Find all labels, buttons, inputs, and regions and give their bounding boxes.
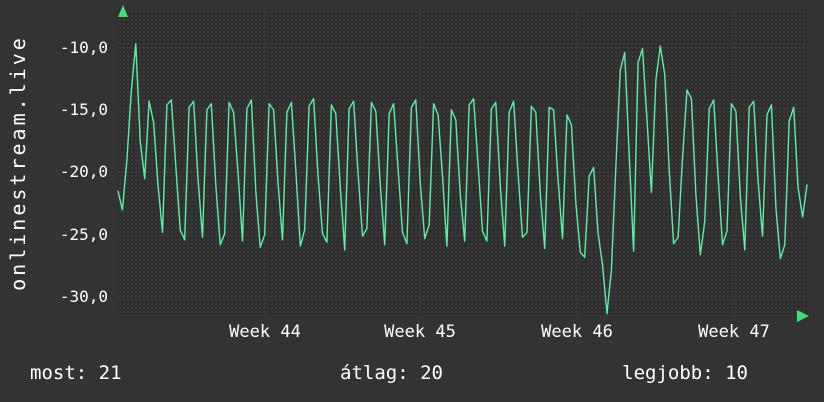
service-name-label: onlinestream.live [6, 35, 30, 291]
x-axis-tick-label: Week 45 [384, 322, 456, 342]
plot-area [117, 5, 809, 322]
y-axis-tick-label: -20,0 [59, 162, 108, 181]
x-axis-arrow-icon [797, 310, 809, 322]
y-axis-arrow-icon [118, 5, 128, 17]
stat-average: átlag: 20 [340, 362, 443, 384]
y-axis-tick-label: -30,0 [59, 287, 108, 306]
stat-best: legjobb: 10 [622, 362, 748, 384]
stat-current: most: 21 [30, 362, 122, 384]
data-series-line [117, 43, 808, 315]
y-axis-tick-label: -15,0 [59, 100, 108, 119]
x-axis-tick-label: Week 47 [698, 322, 770, 342]
line-plot [117, 5, 809, 322]
y-axis-tick-label: -25,0 [59, 225, 108, 244]
y-axis-tick-label: -10,0 [59, 38, 108, 57]
x-axis-tick-label: Week 44 [229, 322, 301, 342]
x-axis-tick-label: Week 46 [541, 322, 613, 342]
